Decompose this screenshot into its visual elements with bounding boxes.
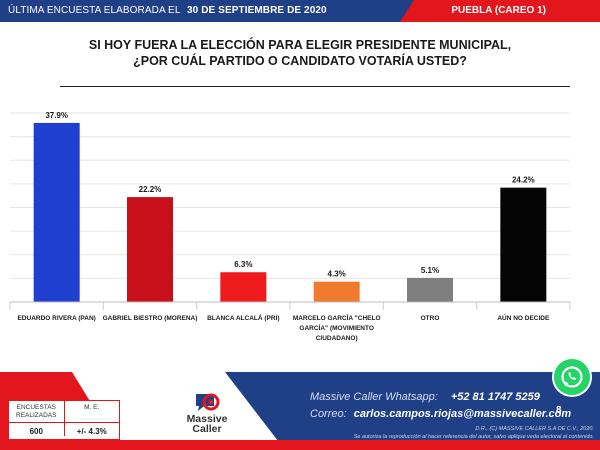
- category-label: EDUARDO RIVERA (PAN): [17, 315, 95, 322]
- email-address[interactable]: carlos.campos.riojas@massivecaller.com: [353, 408, 572, 420]
- margin-error-value: +/- 4.3%: [76, 427, 107, 436]
- legal-notice: D.R., (C) MASSIVE CALLER S.A DE C.V., 20…: [354, 425, 594, 441]
- bar: [127, 197, 173, 302]
- question-line-2: ¿POR CUÁL PARTIDO O CANDIDATO VOTARÍA US…: [133, 54, 467, 68]
- margin-error-header: M. E.: [84, 404, 100, 411]
- data-label: 24.2%: [512, 176, 535, 185]
- bar: [220, 272, 267, 302]
- whatsapp-label: Massive Caller Whatsapp:: [310, 391, 438, 403]
- category-label: GABRIEL BIESTRO (MORENA): [103, 315, 198, 322]
- bar: [313, 281, 360, 302]
- survey-stats-table: ENCUESTAS REALIZADAS M. E. 600 +/- 4.3%: [8, 400, 120, 440]
- category-label: CIUDADANO): [316, 335, 358, 342]
- data-label: 22.2%: [139, 185, 162, 194]
- bar: [500, 187, 547, 302]
- email-label: Correo:: [310, 408, 347, 420]
- data-label: 6.3%: [234, 260, 252, 269]
- footer-red-stripe: [0, 440, 600, 450]
- page-number: 8: [556, 405, 562, 416]
- question-divider: [60, 86, 570, 87]
- logo-text-line-2: Caller: [192, 423, 222, 435]
- whatsapp-icon[interactable]: [552, 357, 592, 397]
- data-label: 37.9%: [45, 111, 68, 120]
- legal-line-2: Se autoriza la reproducción al hacer ref…: [353, 434, 594, 440]
- category-label: AÚN NO DECIDE: [497, 313, 550, 322]
- surveys-value: 600: [9, 423, 65, 436]
- contact-info: Massive Caller Whatsapp: +52 81 1747 525…: [310, 389, 571, 423]
- vote-intention-bar-chart: 37.9% EDUARDO RIVERA (PAN) 22.2% GABRIEL BI…: [9, 111, 571, 342]
- region-label: PUEBLA (CAREO 1): [451, 5, 546, 16]
- question-line-1: SI HOY FUERA LA ELECCIÓN PARA ELEGIR PRE…: [88, 38, 512, 52]
- surveys-header: ENCUESTAS REALIZADAS: [9, 401, 65, 422]
- category-label: MARCELO GARCÍA "CHELO: [293, 313, 381, 322]
- category-label: GARCÍA" (MOVIMIENTO: [299, 323, 373, 332]
- logo-text-line-1: Massive: [186, 413, 228, 425]
- whatsapp-number[interactable]: +52 81 1747 5259: [450, 391, 540, 403]
- category-label: BLANCA ALCALÁ (PRI): [207, 313, 279, 322]
- survey-date-prefix: ÚLTIMA ENCUESTA ELABORADA EL: [8, 5, 181, 16]
- whatsapp-glyph: [561, 366, 583, 388]
- top-banner: ÚLTIMA ENCUESTA ELABORADA EL 30 DE SEPTI…: [0, 0, 600, 22]
- survey-date-text: ÚLTIMA ENCUESTA ELABORADA EL 30 DE SEPTI…: [8, 5, 327, 16]
- massive-caller-logo-icon: [196, 393, 220, 411]
- bar: [33, 122, 80, 302]
- legal-line-1: D.R., (C) MASSIVE CALLER S.A DE C.V., 20…: [475, 426, 594, 432]
- data-label: 4.3%: [328, 270, 346, 279]
- survey-date: 30 DE SEPTIEMBRE DE 2020: [187, 5, 327, 16]
- bar: [407, 277, 453, 302]
- top-banner-red-section: [400, 0, 600, 22]
- survey-question: SI HOY FUERA LA ELECCIÓN PARA ELEGIR PRE…: [60, 37, 540, 69]
- category-label: OTRO: [421, 315, 440, 322]
- massive-caller-logo: Massive Caller: [183, 390, 231, 446]
- data-label: 5.1%: [421, 266, 439, 275]
